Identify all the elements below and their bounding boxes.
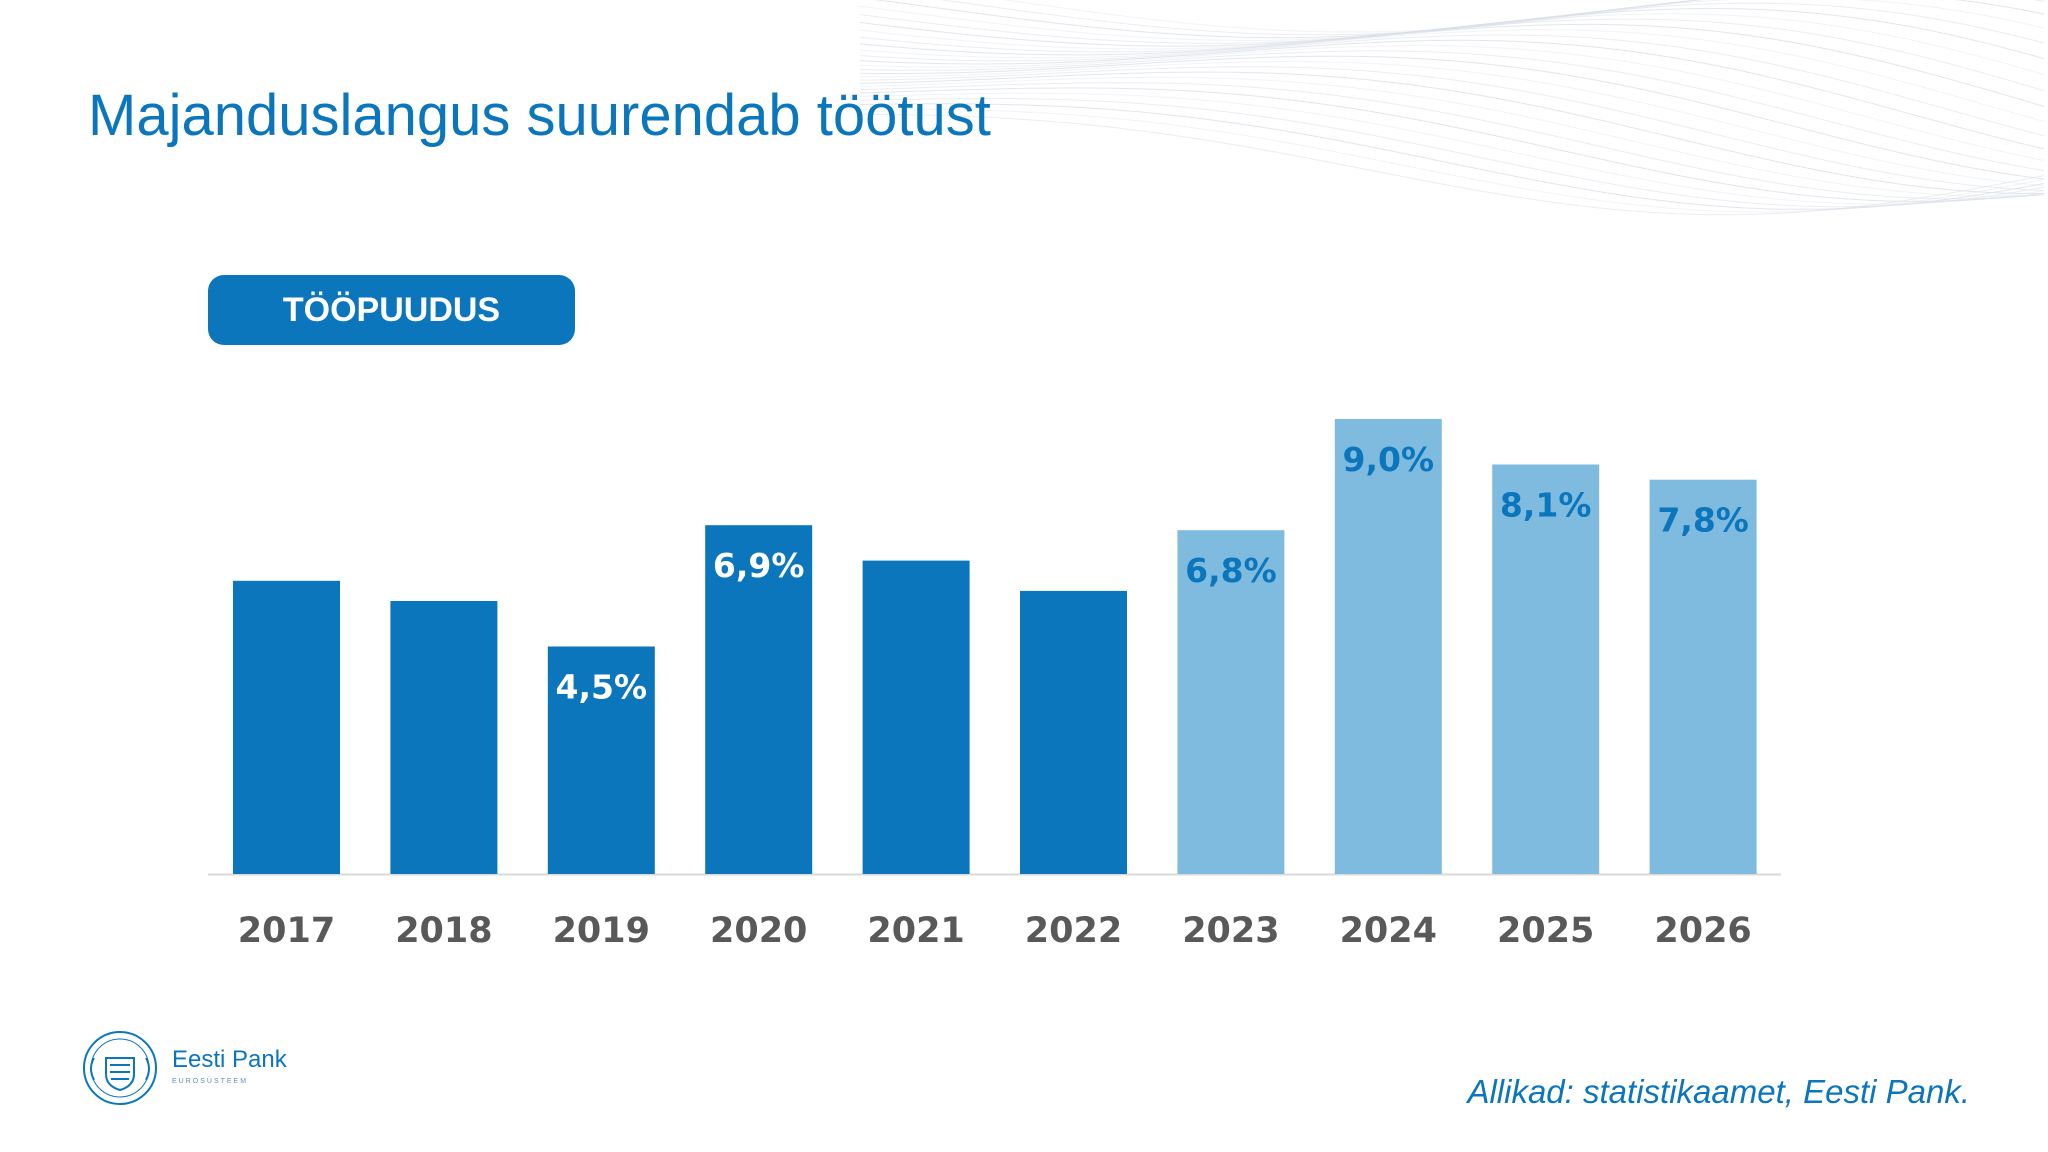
bar-2021	[862, 560, 970, 874]
bar-2020	[705, 525, 813, 874]
data-label-2023: 6,8%	[1185, 551, 1277, 590]
bar-2017	[233, 580, 340, 874]
wave-line	[859, 87, 2045, 202]
wave-line	[859, 71, 2045, 195]
data-label-2024: 9,0%	[1343, 440, 1435, 479]
wave-line	[859, 92, 2045, 205]
wave-line	[859, 76, 2045, 197]
logo-subtitle: EUROSÜSTEEM	[172, 1078, 249, 1085]
slide-title: Majanduslangus suurendab töötust	[88, 83, 991, 148]
x-tick-label-2020: 2020	[710, 911, 807, 951]
x-tick-label-2026: 2026	[1654, 911, 1751, 951]
data-label-2020: 6,9%	[713, 546, 805, 585]
wave-line	[859, 45, 2045, 161]
wave-line	[859, 13, 2045, 76]
wave-line	[860, 108, 2045, 213]
x-tick-label-2018: 2018	[395, 911, 492, 951]
wave-line	[859, 39, 2045, 150]
bar-2018	[390, 601, 498, 874]
bar-2023	[1177, 530, 1285, 874]
wave-line	[859, 50, 2045, 172]
wave-line	[859, 55, 2045, 180]
wave-line	[860, 113, 2045, 216]
logo-name: Eesti Pank	[172, 1046, 287, 1073]
wave-line	[859, 98, 2045, 208]
wave-line	[860, 61, 2045, 187]
data-label-2025: 8,1%	[1500, 486, 1592, 525]
bar-2022	[1020, 590, 1127, 874]
seal-icon	[83, 1031, 157, 1105]
data-label-2026: 7,8%	[1657, 501, 1749, 540]
x-tick-label-2022: 2022	[1025, 911, 1122, 951]
bar-2025	[1492, 464, 1600, 874]
wave-line	[859, 34, 2045, 137]
wave-line	[859, 23, 2045, 107]
wave-line	[859, 82, 2045, 200]
x-tick-label-2017: 2017	[238, 911, 335, 951]
wave-line	[859, 29, 2045, 122]
chart-title-badge: TÖÖPUUDUS	[208, 275, 575, 345]
x-tick-label-2025: 2025	[1497, 911, 1594, 951]
x-tick-label-2021: 2021	[867, 911, 964, 951]
bar-2024	[1334, 419, 1442, 874]
eesti-pank-logo: Eesti Pank EUROSÜSTEEM	[80, 1028, 300, 1108]
source-note: Allikad: statistikaamet, Eesti Pank.	[1467, 1073, 1970, 1110]
wave-line	[859, 8, 2045, 60]
wave-line	[860, 66, 2045, 191]
bar-2026	[1649, 479, 1757, 874]
x-tick-label-2019: 2019	[553, 911, 650, 951]
x-tick-label-2023: 2023	[1182, 911, 1279, 951]
data-label-2019: 4,5%	[556, 668, 648, 707]
bar-2019	[547, 646, 655, 874]
wave-line	[859, 18, 2045, 92]
x-tick-label-2024: 2024	[1340, 911, 1437, 951]
